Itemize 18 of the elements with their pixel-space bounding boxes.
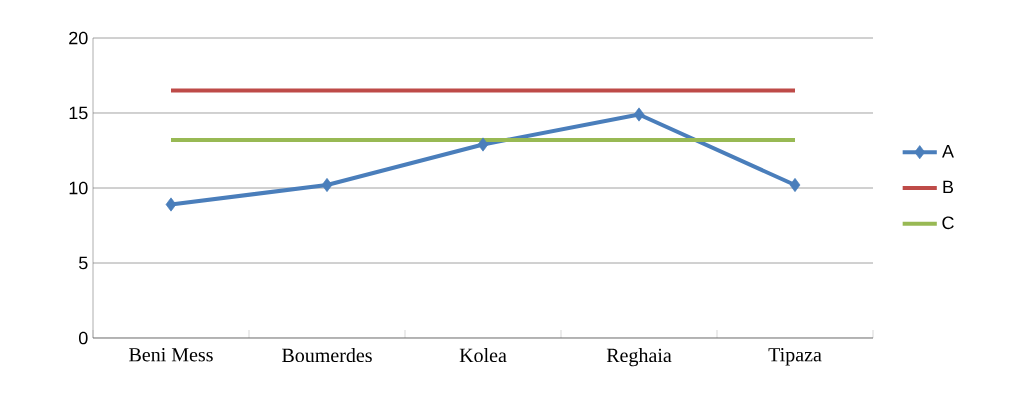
y-tick-label: 0 — [78, 331, 88, 345]
point — [165, 197, 177, 212]
y-tick-label: 5 — [78, 256, 88, 270]
point — [321, 177, 333, 193]
y-tick-label: 15 — [69, 106, 88, 120]
x-tick-label: Reghaia — [606, 348, 672, 367]
x-tick-label: Beni Mess — [129, 348, 213, 362]
x-tick-label: Kolea — [459, 348, 507, 363]
y-tick-label: 20 — [69, 31, 88, 45]
legend-label: C — [942, 216, 954, 230]
point — [477, 137, 489, 152]
x-tick-label: Tipaza — [768, 348, 822, 366]
x-tick-label: Boumerdes — [282, 348, 372, 363]
legend-label: B — [943, 180, 954, 194]
point — [789, 177, 801, 193]
point — [633, 107, 645, 122]
legend-label: A — [942, 145, 954, 158]
y-tick-label: 10 — [69, 181, 88, 195]
